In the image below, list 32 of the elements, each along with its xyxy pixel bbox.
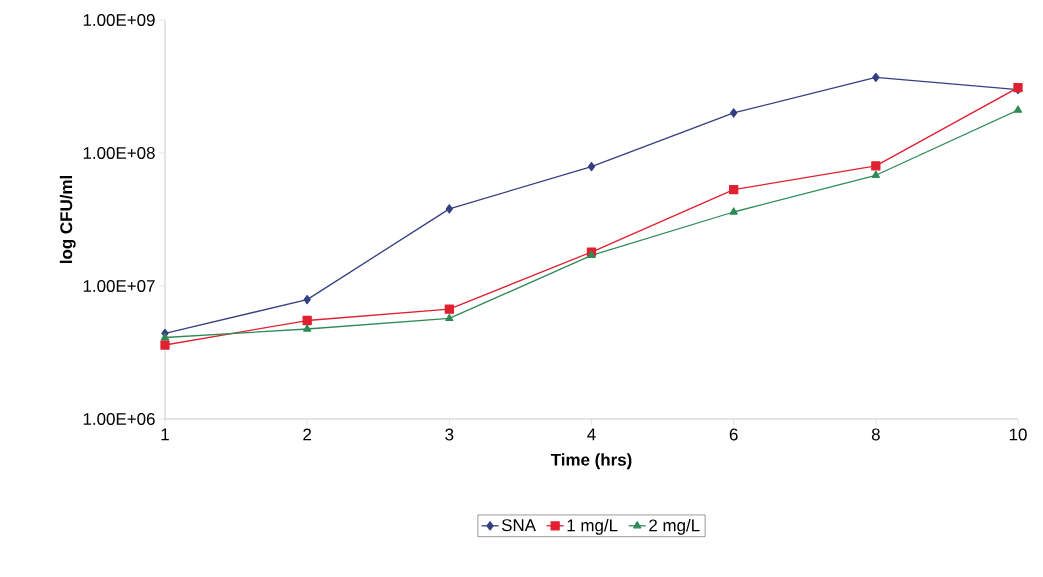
- point: [444, 304, 454, 314]
- x-tick-label: 6: [729, 428, 738, 441]
- legend-label: 1 mg/L: [567, 518, 618, 535]
- point: [871, 170, 880, 178]
- point: [303, 324, 312, 332]
- point: [587, 161, 596, 172]
- legend-label: SNA: [501, 519, 536, 532]
- legend-label: 2 mg/L: [649, 518, 700, 535]
- x-tick-label: 2: [303, 428, 312, 441]
- point: [303, 294, 311, 305]
- point: [729, 185, 739, 195]
- point: [730, 108, 738, 118]
- point: [729, 207, 738, 215]
- point: [302, 315, 312, 326]
- point: [445, 313, 454, 322]
- y-tick-label: 1.00E+06: [83, 412, 155, 425]
- x-tick-label: 10: [1009, 428, 1027, 441]
- y-axis-title: log CFU/ml: [59, 176, 76, 263]
- y-tick-label: 1.00E+08: [83, 146, 155, 159]
- point: [871, 161, 881, 171]
- point: [160, 332, 170, 341]
- y-tick-label: 1.00E+07: [83, 279, 155, 292]
- x-tick-label: 3: [445, 428, 454, 441]
- x-tick-label: 1: [161, 428, 169, 441]
- x-axis-title: Time (hrs): [550, 453, 632, 470]
- point: [872, 72, 880, 83]
- x-tick-label: 8: [871, 428, 880, 441]
- x-tick-label: 4: [587, 428, 596, 441]
- point: [1013, 105, 1023, 113]
- y-tick-label: 1.00E+09: [83, 13, 155, 26]
- point: [160, 340, 170, 350]
- point: [445, 204, 453, 214]
